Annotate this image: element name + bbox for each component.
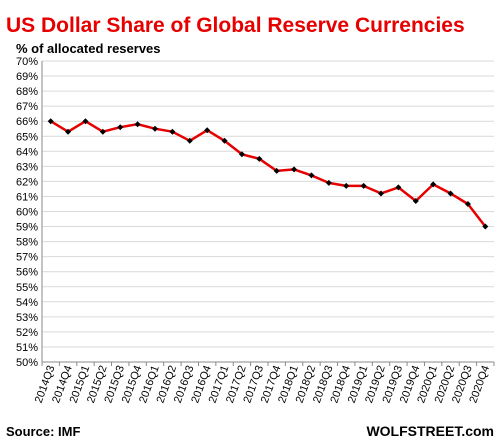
data-point (447, 190, 454, 197)
data-point (360, 182, 367, 189)
y-tick-label: 62% (16, 176, 38, 188)
y-tick-label: 63% (16, 161, 38, 173)
data-point (343, 182, 350, 189)
data-point (256, 155, 263, 162)
data-point (412, 197, 419, 204)
data-point (464, 200, 471, 207)
y-tick-label: 51% (16, 342, 38, 354)
gridlines (41, 60, 494, 363)
y-tick-label: 50% (16, 357, 38, 369)
data-point (47, 118, 54, 125)
credit-note: WOLFSTREET.com (366, 423, 494, 439)
data-point (99, 128, 106, 135)
data-point (152, 125, 158, 132)
series-line-group (47, 118, 489, 230)
chart-subtitle: % of allocated reserves (16, 41, 161, 56)
x-axis: 2014Q32014Q42015Q12015Q22015Q32015Q42016… (33, 362, 495, 405)
y-tick-label: 54% (16, 297, 38, 309)
data-point (204, 127, 211, 134)
data-point (82, 118, 89, 125)
y-tick-label: 64% (16, 146, 38, 158)
data-point (273, 167, 280, 174)
y-axis: 50% 51% 52% 53% 54% 55% 56% 57% 58% 59% 60% 61% 62% 6… (16, 56, 38, 369)
data-point (430, 181, 437, 188)
data-point (395, 184, 402, 191)
data-point (186, 137, 193, 144)
chart-title: US Dollar Share of Global Reserve Curren… (6, 14, 465, 37)
y-tick-label: 52% (16, 327, 38, 339)
data-point (482, 223, 489, 230)
data-point (65, 128, 72, 135)
data-point (134, 121, 141, 128)
y-tick-label: 55% (16, 282, 38, 294)
y-tick-label: 68% (16, 86, 38, 98)
data-point (221, 137, 228, 144)
data-point (238, 151, 245, 158)
source-note: Source: IMF (6, 424, 80, 439)
y-tick-label: 56% (16, 267, 38, 279)
data-point (325, 179, 332, 186)
data-point (378, 190, 384, 197)
y-tick-label: 58% (16, 237, 38, 249)
y-tick-label: 53% (16, 312, 38, 324)
y-tick-label: 60% (16, 207, 38, 219)
y-tick-label: 65% (16, 131, 38, 143)
series-line (50, 119, 487, 228)
data-point (169, 128, 176, 135)
y-tick-label: 57% (16, 252, 38, 264)
y-tick-label: 59% (16, 222, 38, 234)
y-tick-label: 69% (16, 71, 38, 83)
y-tick-label: 66% (16, 116, 38, 128)
y-tick-label: 67% (16, 101, 38, 113)
data-point (291, 166, 298, 173)
y-tick-label: 61% (16, 191, 38, 203)
y-tick-label: 70% (16, 56, 38, 68)
data-point (308, 172, 315, 179)
data-point (117, 124, 124, 131)
